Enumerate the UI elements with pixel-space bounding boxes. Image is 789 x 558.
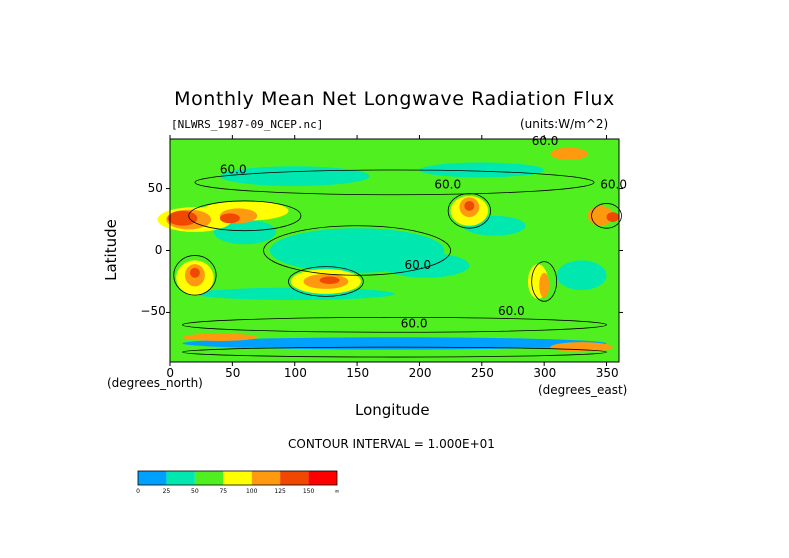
heatmap-region (556, 260, 607, 291)
heatmap-region (419, 162, 545, 178)
y-tick-label: −50 (140, 304, 166, 319)
contour-label: 60.0 (404, 258, 431, 272)
heatmap-region (219, 166, 370, 187)
x-tick-label: 150 (346, 366, 370, 380)
contour-line (531, 261, 558, 302)
colorbar-tick-label: 150 (303, 488, 315, 495)
file-name-label: [NLWRS_1987-09_NCEP.nc] (171, 118, 324, 131)
heatmap-region (182, 337, 607, 350)
colorbar-cell (166, 471, 195, 485)
heatmap-region (550, 342, 613, 353)
x-axis-title: Longitude (355, 401, 430, 419)
heatmap-region (189, 267, 200, 278)
colorbar-cell (251, 471, 281, 485)
contour-line-group (173, 169, 622, 358)
x-axis-unit: (degrees_east) (538, 383, 628, 397)
units-label: (units:W/m^2) (520, 117, 609, 131)
x-tick-label: 50 (225, 366, 241, 380)
colorbar-tick-label: 100 (246, 488, 258, 495)
contour-label: 60.0 (434, 178, 461, 192)
x-tick-label: 0 (166, 366, 175, 380)
colorbar-tick-label: 75 (219, 488, 227, 495)
x-tick-label: 250 (471, 366, 494, 380)
colorbar-cell (308, 471, 337, 485)
x-tick-label: 200 (408, 366, 432, 380)
heatmap-region (587, 205, 613, 226)
heatmap-region (213, 219, 277, 245)
colorbar-cell (138, 471, 167, 485)
heatmap-region (219, 213, 240, 224)
colorbar-frame (137, 470, 338, 486)
contour-line (173, 255, 217, 296)
y-axis-unit: (degrees_north) (107, 376, 203, 390)
heatmap-region (319, 276, 340, 284)
contour-label-group: 60.060.060.060.060.060.060.0 (220, 134, 627, 330)
colorbar-cell (280, 471, 309, 485)
contour-line (263, 225, 452, 276)
heatmap-region (539, 272, 550, 298)
colorbar-tick-label: 50 (191, 488, 199, 495)
contour-line (194, 169, 595, 196)
colorbar-ticks: 0 25 50 75 100 125 150 ∞ (136, 488, 339, 495)
contour-line (288, 266, 364, 297)
heatmap-region (382, 252, 470, 278)
colorbar-cells (137, 470, 338, 486)
colorbar-cell (194, 471, 224, 485)
heatmap-region (167, 210, 198, 226)
heatmap-field-group (157, 139, 620, 362)
y-tick-label: 0 (154, 242, 163, 257)
contour-label: 60.0 (220, 163, 247, 177)
colorbar-cell (223, 471, 252, 485)
x-tick-label: 100 (283, 366, 307, 380)
heatmap-region (464, 200, 475, 211)
x-tick-label: 300 (533, 366, 557, 380)
colorbar-tick-label: ∞ (335, 488, 340, 495)
colorbar-tick-label: 125 (274, 488, 286, 495)
chart-title: Monthly Mean Net Longwave Radiation Flux (174, 88, 615, 110)
contour-label: 60.0 (532, 134, 559, 148)
heatmap-region (550, 147, 588, 161)
contour-line (182, 346, 607, 358)
contour-interval-text: CONTOUR INTERVAL = 1.000E+01 (288, 437, 495, 451)
heatmap-region (606, 212, 620, 223)
axis-ticks-group (166, 135, 623, 366)
contour-label: 60.0 (401, 316, 428, 330)
colorbar-tick-label: 0 (136, 488, 140, 495)
colorbar-tick-label: 25 (163, 488, 171, 495)
contour-line (182, 317, 607, 333)
x-tick-label: 350 (595, 366, 619, 380)
heatmap-region (182, 333, 258, 341)
contour-line (591, 203, 622, 229)
contour-label: 60.0 (498, 304, 525, 318)
y-tick-label: 50 (147, 180, 163, 195)
contour-line (188, 200, 302, 232)
